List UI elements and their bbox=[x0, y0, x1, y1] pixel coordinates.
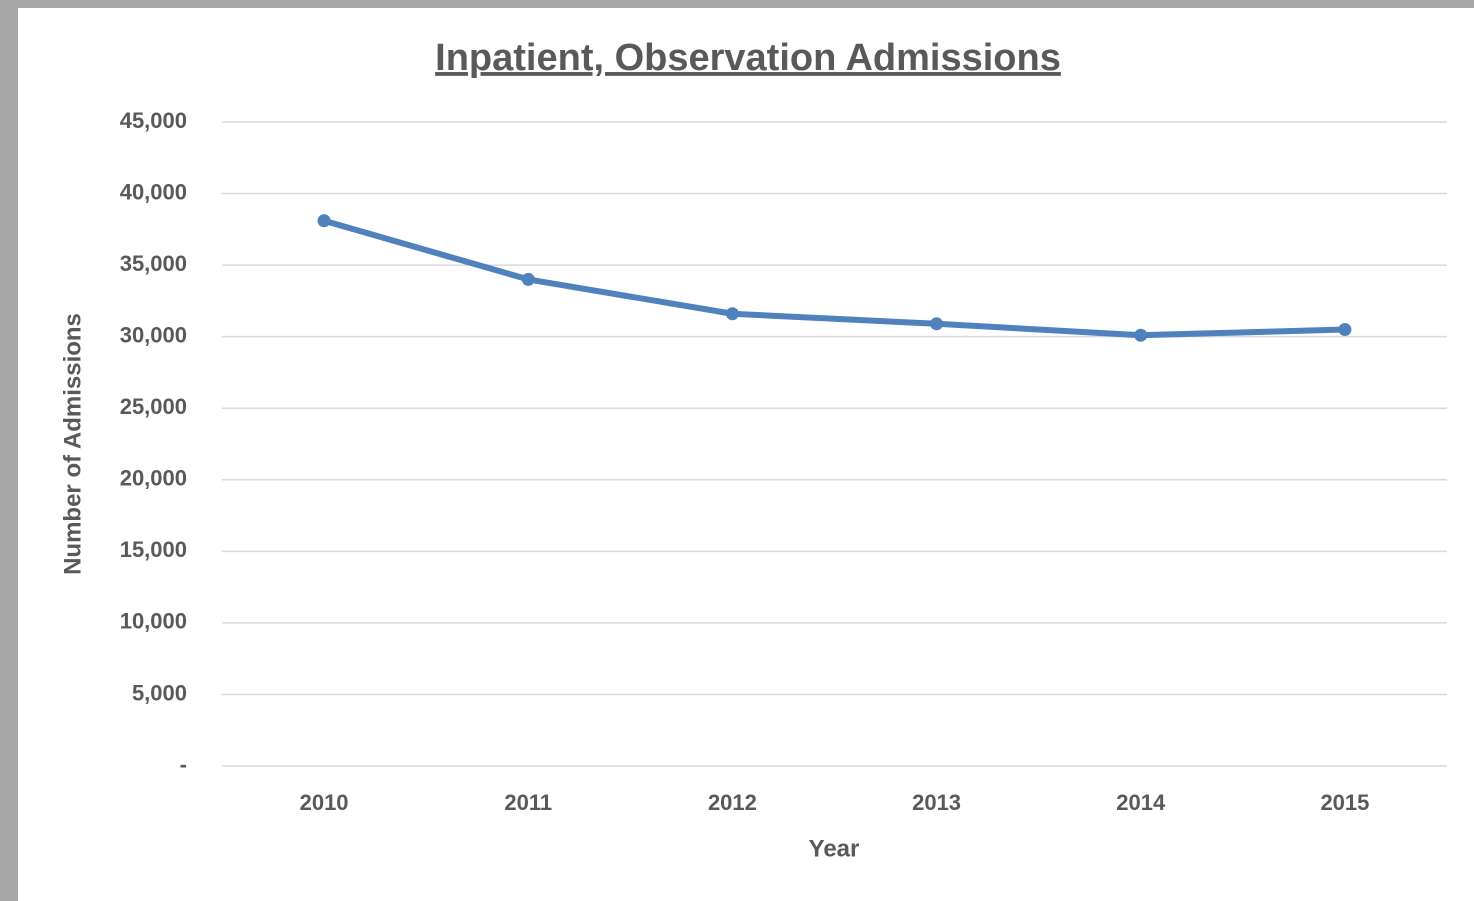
y-axis-label: Number of Admissions bbox=[59, 313, 86, 575]
y-tick-label: 25,000 bbox=[120, 394, 187, 419]
x-tick-label: 2013 bbox=[912, 790, 961, 815]
y-tick-label: 20,000 bbox=[120, 466, 187, 491]
y-tick-label: 15,000 bbox=[120, 537, 187, 562]
x-axis-label: Year bbox=[809, 835, 860, 862]
marker bbox=[930, 317, 944, 331]
chart-area bbox=[18, 8, 1474, 901]
y-tick-label: 5,000 bbox=[132, 680, 187, 705]
y-tick-label: 30,000 bbox=[120, 322, 187, 347]
line bbox=[321, 217, 1348, 339]
x-tick-label: 2011 bbox=[504, 790, 552, 815]
x-tick-label: 2012 bbox=[708, 790, 757, 815]
y-tick-label: - bbox=[180, 752, 187, 777]
chart-title: Inpatient, Observation Admissions bbox=[435, 37, 1061, 79]
marker bbox=[1338, 323, 1352, 337]
marker bbox=[725, 307, 739, 321]
y-tick-label: 35,000 bbox=[120, 251, 187, 276]
y-tick-label: 10,000 bbox=[120, 609, 187, 634]
x-tick-label: 2015 bbox=[1320, 790, 1369, 815]
marker bbox=[521, 272, 535, 286]
y-tick-label: 45,000 bbox=[120, 108, 187, 133]
x-tick-label: 2014 bbox=[1116, 790, 1166, 815]
y-tick-label: 40,000 bbox=[120, 179, 187, 204]
marker bbox=[317, 214, 331, 228]
marker bbox=[1134, 328, 1148, 342]
x-tick-label: 2010 bbox=[300, 790, 349, 815]
